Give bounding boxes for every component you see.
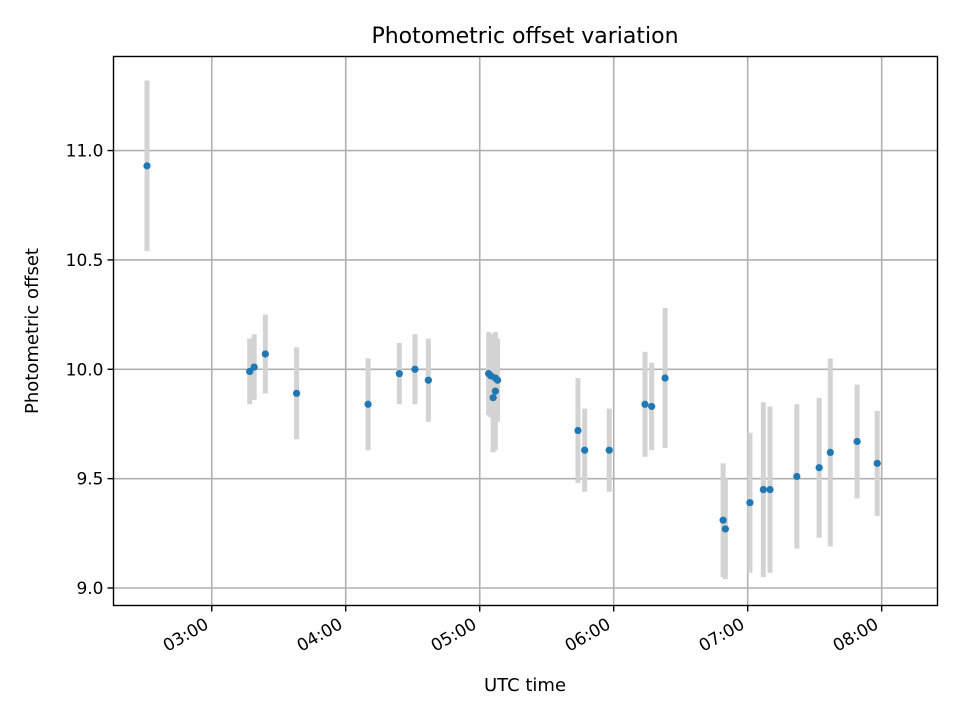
data-point (815, 464, 823, 472)
y-tick-label: 10.5 (66, 251, 104, 271)
plot-frame (112, 55, 939, 607)
data-point (581, 446, 589, 454)
data-point (641, 400, 649, 408)
x-tick-label: 04:00 (294, 615, 346, 657)
data-point (424, 376, 432, 384)
x-tick-label: 05:00 (428, 615, 480, 657)
data-point (491, 387, 499, 395)
data-point (395, 370, 403, 378)
data-points (143, 162, 881, 533)
data-point (411, 365, 419, 373)
y-tick-label: 9.5 (76, 470, 103, 490)
grid (113, 56, 938, 606)
data-point (759, 485, 767, 494)
x-axis-label: UTC time (484, 675, 566, 696)
data-point (873, 459, 881, 467)
data-point (261, 350, 269, 358)
data-point (719, 516, 727, 524)
data-point (493, 376, 502, 384)
x-tick-label: 08:00 (830, 615, 882, 657)
y-tick-label: 10.0 (66, 360, 104, 380)
x-tick-label: 03:00 (160, 615, 212, 657)
data-point (746, 499, 754, 507)
y-tick-label: 9.0 (76, 579, 103, 599)
data-point (661, 374, 669, 382)
x-tick-label: 07:00 (696, 615, 748, 657)
data-point (574, 426, 582, 435)
data-point (143, 162, 151, 170)
y-axis-label: Photometric offset (22, 248, 43, 414)
data-point (605, 446, 613, 454)
data-point (648, 402, 656, 411)
data-point (793, 472, 801, 481)
data-point (766, 485, 774, 494)
y-tick-label: 11.0 (66, 142, 104, 162)
data-point (293, 389, 301, 397)
errorbars (144, 80, 880, 580)
data-point (364, 400, 372, 408)
data-point (826, 448, 834, 456)
data-point (853, 437, 861, 446)
data-point (721, 525, 729, 533)
data-point (246, 367, 254, 376)
chart-title: Photometric offset variation (371, 24, 678, 49)
data-point (250, 363, 258, 371)
axis-ticks: 03:00 04:00 05:00 06:00 07:00 08:00 9.0 9.5 10.0… (66, 142, 883, 657)
data-point (489, 394, 497, 402)
x-tick-label: 06:00 (562, 615, 614, 657)
